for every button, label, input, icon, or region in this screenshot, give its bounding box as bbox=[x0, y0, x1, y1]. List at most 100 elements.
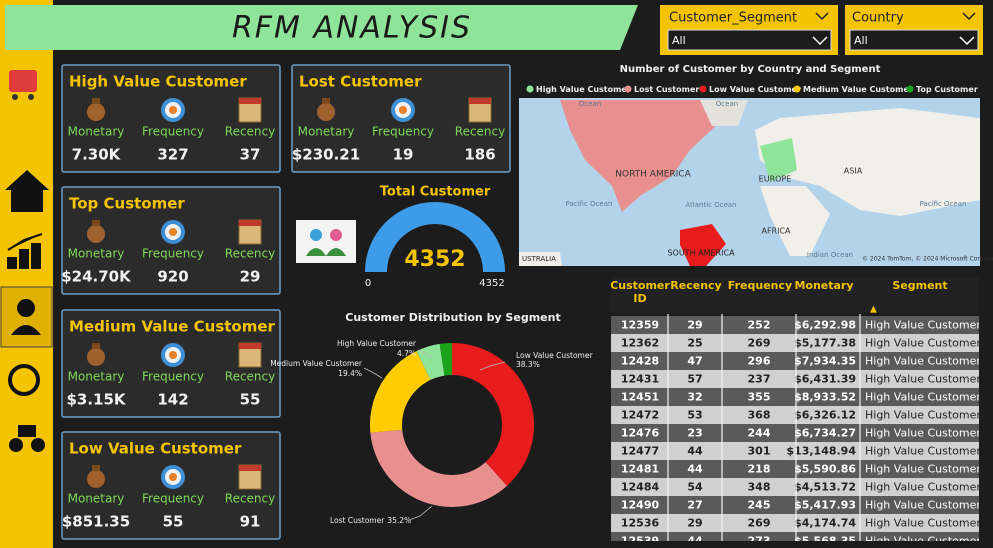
metric-value: 920 bbox=[157, 268, 188, 286]
metric-label: Recency bbox=[225, 247, 275, 261]
money-bag-icon bbox=[322, 98, 330, 104]
table-cell: 57 bbox=[687, 373, 702, 386]
metric-label: Monetary bbox=[68, 370, 125, 384]
people-icon[interactable] bbox=[9, 438, 23, 452]
table-cell: 29 bbox=[687, 319, 702, 332]
money-bag-icon bbox=[92, 465, 100, 471]
chevron bbox=[812, 36, 828, 46]
chevron bbox=[815, 12, 829, 21]
south-america bbox=[680, 224, 726, 266]
table-row bbox=[611, 388, 979, 406]
metric-value: 55 bbox=[163, 513, 184, 531]
title-banner bbox=[5, 5, 638, 50]
user-icon bbox=[17, 299, 35, 317]
table-cell: 12359 bbox=[621, 319, 659, 332]
table-row bbox=[611, 334, 979, 352]
metric-value: 186 bbox=[464, 146, 495, 164]
money-bag-icon bbox=[317, 103, 335, 121]
chart-title: Customer Distribution by Segment bbox=[345, 311, 560, 324]
table-cell: High Value Customer bbox=[865, 427, 981, 440]
money-icon bbox=[18, 425, 36, 437]
slicer-value: All bbox=[854, 34, 868, 47]
slicer-dropdown[interactable] bbox=[849, 29, 979, 51]
table-cell: $6,734.27 bbox=[794, 427, 856, 440]
map-label: SOUTH AMERICA bbox=[667, 249, 735, 258]
target-icon bbox=[169, 351, 177, 359]
table-cell: 12362 bbox=[621, 337, 659, 350]
slice-value: 19.4% bbox=[338, 369, 362, 378]
gauge-number: 4352 bbox=[404, 247, 465, 272]
user-icon bbox=[11, 325, 41, 335]
table-row bbox=[611, 478, 979, 496]
table-cell: $5,568.35 bbox=[794, 535, 856, 548]
map-label: Ocean bbox=[579, 100, 601, 108]
table-cell: 12490 bbox=[621, 499, 660, 512]
calendar-icon bbox=[239, 98, 261, 104]
slice-label: Lost Customer 35.2% bbox=[330, 516, 411, 525]
donut-slice bbox=[370, 429, 507, 507]
donut-slice bbox=[452, 343, 534, 486]
map bbox=[519, 98, 980, 266]
gauge-value bbox=[365, 201, 505, 272]
table-body: 12359 29 252 $6,292.98 High Value Customer 12… bbox=[611, 314, 981, 548]
metric-label: Monetary bbox=[68, 492, 125, 506]
table-row bbox=[611, 424, 979, 442]
metric-label: Frequency bbox=[142, 247, 204, 261]
table-row bbox=[611, 514, 979, 532]
table-cell: 368 bbox=[748, 409, 771, 422]
metric-value: 55 bbox=[240, 391, 261, 409]
table-cell: $4,174.74 bbox=[794, 517, 856, 530]
table-cell: High Value Customer bbox=[865, 463, 981, 476]
slicer-dropdown[interactable] bbox=[667, 29, 832, 51]
metric-label: Frequency bbox=[142, 370, 204, 384]
australia bbox=[519, 252, 562, 266]
table-cell: 252 bbox=[748, 319, 771, 332]
table-cell: $13,148.94 bbox=[786, 445, 856, 458]
active-tab[interactable] bbox=[0, 286, 53, 348]
table-cell: 44 bbox=[687, 445, 703, 458]
table-cell: 301 bbox=[748, 445, 771, 458]
map-title: Number of Customer by Country and Segmen… bbox=[620, 64, 881, 75]
header-line: ID bbox=[633, 292, 646, 305]
metric-value: 7.30K bbox=[72, 146, 122, 164]
home-icon[interactable] bbox=[5, 170, 49, 212]
card-title: Lost Customer bbox=[299, 73, 422, 91]
table-cell: 273 bbox=[748, 535, 771, 548]
table-row bbox=[611, 460, 979, 478]
table-cell: 269 bbox=[748, 517, 771, 530]
table-cell: High Value Customer bbox=[865, 355, 981, 368]
card-title: Top Customer bbox=[69, 195, 185, 213]
money-bag-icon bbox=[92, 343, 100, 349]
table-cell: 355 bbox=[748, 391, 771, 404]
table-cell: 27 bbox=[687, 499, 702, 512]
metric-label: Recency bbox=[225, 125, 275, 139]
cart-wheel bbox=[12, 94, 18, 100]
card-title: High Value Customer bbox=[69, 73, 247, 91]
table-cell: 244 bbox=[748, 427, 771, 440]
chevron bbox=[959, 36, 975, 46]
table-cell: High Value Customer bbox=[865, 535, 981, 548]
metric-value: $3.15K bbox=[66, 391, 126, 409]
metric-value: $230.21 bbox=[292, 146, 360, 164]
chart-icon[interactable] bbox=[7, 233, 43, 269]
gauge-title: Total Customer bbox=[380, 185, 491, 200]
table-cell: 44 bbox=[687, 463, 703, 476]
table-cell: 218 bbox=[748, 463, 771, 476]
table-cell: $5,590.86 bbox=[794, 463, 856, 476]
column-header: Monetary bbox=[794, 279, 853, 292]
table-cell: 25 bbox=[687, 337, 702, 350]
metric-label: Monetary bbox=[68, 125, 125, 139]
column-header: Frequency bbox=[728, 279, 792, 292]
table-cell: 54 bbox=[687, 481, 703, 494]
slicer-value: All bbox=[672, 34, 686, 47]
legend-dot bbox=[699, 85, 707, 93]
money-bag-icon bbox=[92, 98, 100, 104]
cart-icon[interactable] bbox=[9, 70, 37, 92]
table-cell: 12476 bbox=[621, 427, 660, 440]
table-cell: 12484 bbox=[621, 481, 660, 494]
table-cell: 23 bbox=[687, 427, 702, 440]
analysis-icon[interactable] bbox=[8, 364, 40, 396]
money-bag-icon bbox=[87, 225, 105, 243]
